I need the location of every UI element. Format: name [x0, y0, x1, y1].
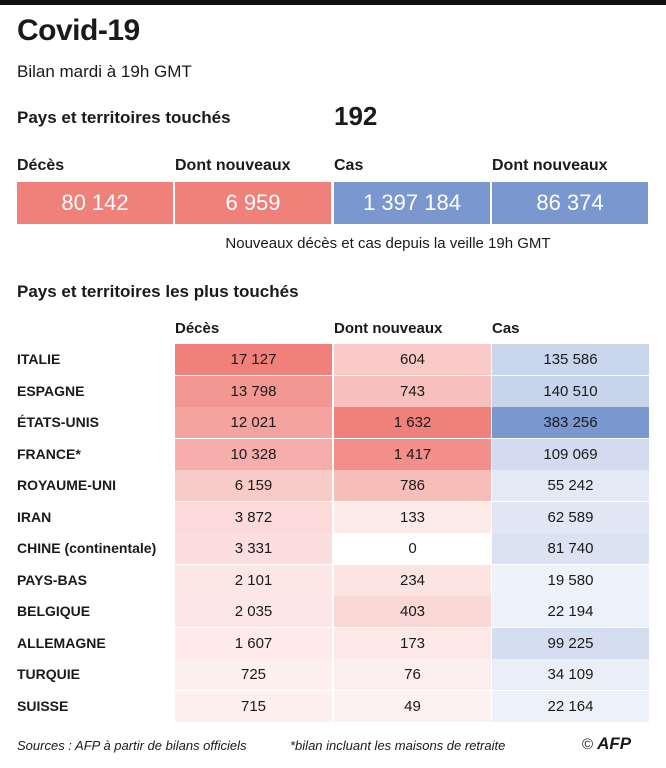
cell-cas: 140 510 [492, 375, 649, 407]
row-label: IRAN [17, 508, 52, 525]
section-title: Pays et territoires les plus touchés [17, 282, 299, 301]
cell-nouveaux: 49 [334, 690, 491, 722]
stat-nouveaux-cas-label: Dont nouveaux [492, 157, 608, 174]
cell-deces: 2 035 [175, 596, 332, 627]
cell-nouveaux: 1 632 [334, 407, 491, 438]
cell-cas: 55 242 [492, 470, 649, 501]
cell-nouveaux: 76 [334, 659, 491, 690]
column-header-deces: Décès [175, 320, 220, 337]
cell-nouveaux: 604 [334, 344, 491, 375]
cell-deces: 1 607 [175, 627, 332, 659]
cell-deces: 13 798 [175, 375, 332, 407]
cell-nouveaux: 173 [334, 627, 491, 659]
page-title: Covid-19 [17, 14, 140, 47]
afp-logo-text: AFP [597, 734, 632, 753]
cell-cas: 22 164 [492, 690, 649, 722]
stats-note: Nouveaux décès et cas depuis la veille 1… [225, 235, 551, 252]
cell-nouveaux: 133 [334, 501, 491, 533]
cell-cas: 135 586 [492, 344, 649, 375]
cell-nouveaux: 0 [334, 533, 491, 564]
cell-cas: 81 740 [492, 533, 649, 564]
cell-deces: 6 159 [175, 470, 332, 501]
row-label: TURQUIE [17, 666, 80, 682]
stat-nouveaux-cas-box: 86 374 [492, 182, 648, 224]
cell-cas: 383 256 [492, 407, 649, 438]
row-label: ALLEMAGNE [17, 634, 106, 651]
column-header-nouveaux: Dont nouveaux [334, 320, 443, 337]
cell-deces: 10 328 [175, 438, 332, 470]
cell-cas: 99 225 [492, 627, 649, 659]
cell-deces: 715 [175, 690, 332, 722]
cell-cas: 22 194 [492, 596, 649, 627]
cell-cas: 19 580 [492, 564, 649, 596]
cell-nouveaux: 786 [334, 470, 491, 501]
stat-nouveaux-deces-label: Dont nouveaux [175, 157, 291, 174]
cell-cas: 34 109 [492, 659, 649, 690]
row-label: ROYAUME-UNI [17, 477, 117, 493]
cell-deces: 725 [175, 659, 332, 690]
pays-touches-value: 192 [334, 101, 378, 131]
row-label: ITALIE [17, 351, 61, 367]
copyright-symbol: © [582, 736, 594, 753]
stat-cas-label: Cas [334, 157, 364, 174]
row-label: SUISSE [17, 697, 69, 714]
top-rule [0, 0, 666, 5]
source-note: Sources : AFP à partir de bilans officie… [17, 738, 247, 753]
stat-deces-label: Décès [17, 157, 65, 174]
cell-nouveaux: 743 [334, 375, 491, 407]
cell-deces: 17 127 [175, 344, 332, 375]
row-label: BELGIQUE [17, 603, 91, 619]
cell-deces: 3 872 [175, 501, 332, 533]
cell-deces: 3 331 [175, 533, 332, 564]
stat-nouveaux-deces-box: 6 959 [175, 182, 331, 224]
footnote: *bilan incluant les maisons de retraite [290, 738, 506, 753]
page-subtitle: Bilan mardi à 19h GMT [17, 62, 192, 81]
cell-deces: 2 101 [175, 564, 332, 596]
pays-touches-label: Pays et territoires touchés [17, 108, 231, 127]
stat-deces-box: 80 142 [17, 182, 173, 224]
row-label: PAYS-BAS [17, 571, 88, 588]
cell-cas: 109 069 [492, 438, 649, 470]
cell-nouveaux: 1 417 [334, 438, 491, 470]
cell-nouveaux: 234 [334, 564, 491, 596]
stat-cas-box: 1 397 184 [334, 182, 490, 224]
cell-cas: 62 589 [492, 501, 649, 533]
cell-deces: 12 021 [175, 407, 332, 438]
column-header-cas: Cas [492, 320, 520, 337]
cell-nouveaux: 403 [334, 596, 491, 627]
row-label: ÉTATS-UNIS [17, 414, 99, 430]
afp-logo: © AFP [582, 734, 631, 754]
row-label: CHINE (continentale) [17, 540, 157, 556]
row-label: FRANCE* [17, 445, 81, 462]
row-label: ESPAGNE [17, 382, 85, 399]
